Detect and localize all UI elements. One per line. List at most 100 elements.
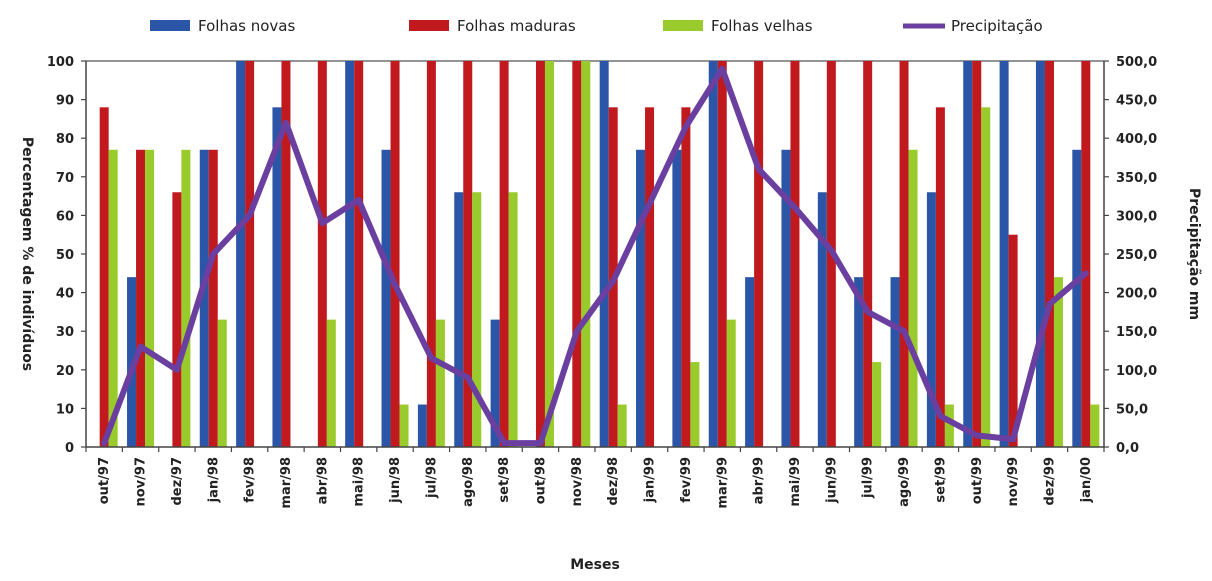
bar-folhas-novas-24 bbox=[963, 61, 972, 447]
bar-folhas-velhas-13 bbox=[581, 61, 590, 447]
y-tick-right-7: 350,0 bbox=[1116, 171, 1157, 186]
x-tick-25: nov/99 bbox=[1006, 457, 1021, 507]
x-tick-17: mar/99 bbox=[715, 457, 730, 509]
x-tick-7: mai/98 bbox=[352, 457, 367, 507]
y-tick-left-2: 20 bbox=[56, 364, 74, 379]
x-tick-15: jan/99 bbox=[643, 457, 658, 503]
bar-folhas-maduras-13 bbox=[572, 61, 581, 447]
x-tick-3: jan/98 bbox=[206, 457, 221, 503]
y-tick-right-10: 500,0 bbox=[1116, 55, 1157, 70]
x-tick-24: out/99 bbox=[970, 457, 985, 504]
x-tick-4: fev/98 bbox=[243, 457, 258, 503]
legend-swatch-folhas-novas bbox=[150, 20, 190, 31]
bar-folhas-velhas-8 bbox=[400, 405, 409, 447]
bar-folhas-novas-26 bbox=[1036, 61, 1045, 447]
bar-folhas-novas-16 bbox=[672, 150, 681, 447]
bar-folhas-maduras-17 bbox=[718, 61, 727, 447]
x-tick-8: jun/98 bbox=[388, 457, 403, 504]
bar-folhas-maduras-8 bbox=[391, 61, 400, 447]
bar-folhas-velhas-3 bbox=[218, 320, 227, 447]
x-tick-12: out/98 bbox=[533, 457, 548, 504]
y-tick-left-9: 90 bbox=[56, 94, 74, 109]
legend-label-folhas-novas: Folhas novas bbox=[198, 17, 295, 35]
legend-label-folhas-maduras: Folhas maduras bbox=[457, 17, 576, 35]
y-tick-right-2: 100,0 bbox=[1116, 364, 1157, 379]
bar-folhas-velhas-11 bbox=[509, 192, 518, 447]
y-tick-left-4: 40 bbox=[56, 287, 74, 302]
bar-folhas-velhas-9 bbox=[436, 320, 445, 447]
bar-folhas-velhas-1 bbox=[145, 150, 154, 447]
bar-folhas-novas-25 bbox=[1000, 61, 1009, 447]
bar-folhas-novas-14 bbox=[600, 61, 609, 447]
bar-folhas-maduras-4 bbox=[245, 61, 254, 447]
legend-label-folhas-velhas: Folhas velhas bbox=[711, 17, 813, 35]
y-tick-right-8: 400,0 bbox=[1116, 132, 1157, 147]
bar-folhas-maduras-18 bbox=[754, 61, 763, 447]
y-tick-right-0: 0,0 bbox=[1116, 441, 1139, 456]
bar-folhas-velhas-16 bbox=[690, 362, 699, 447]
x-tick-11: set/98 bbox=[497, 457, 512, 503]
bar-folhas-novas-15 bbox=[636, 150, 645, 447]
x-axis-title: Meses bbox=[570, 557, 620, 573]
y-tick-right-3: 150,0 bbox=[1116, 325, 1157, 340]
bar-folhas-velhas-2 bbox=[181, 150, 190, 447]
x-tick-18: abr/99 bbox=[752, 457, 767, 504]
y-tick-right-4: 200,0 bbox=[1116, 287, 1157, 302]
x-tick-26: dez/99 bbox=[1042, 457, 1057, 506]
x-tick-1: nov/97 bbox=[134, 457, 149, 507]
bar-folhas-novas-17 bbox=[709, 61, 718, 447]
legend-label-precipitao: Precipitação bbox=[951, 17, 1043, 35]
y-tick-left-10: 100 bbox=[47, 55, 74, 70]
x-tick-5: mar/98 bbox=[279, 457, 294, 509]
y-tick-right-9: 450,0 bbox=[1116, 94, 1157, 109]
x-tick-21: jul/99 bbox=[861, 457, 876, 499]
y-tick-left-3: 30 bbox=[56, 325, 74, 340]
bar-folhas-novas-22 bbox=[891, 277, 900, 447]
y-tick-left-8: 80 bbox=[56, 132, 74, 147]
bar-folhas-maduras-23 bbox=[936, 107, 945, 447]
y-tick-right-1: 50,0 bbox=[1116, 402, 1148, 417]
bar-folhas-maduras-25 bbox=[1009, 235, 1018, 447]
x-tick-13: nov/98 bbox=[570, 457, 585, 507]
bar-folhas-novas-9 bbox=[418, 405, 427, 447]
bar-folhas-velhas-24 bbox=[981, 107, 990, 447]
bar-folhas-maduras-9 bbox=[427, 61, 436, 447]
bar-folhas-novas-18 bbox=[745, 277, 754, 447]
bar-folhas-novas-7 bbox=[345, 61, 354, 447]
x-tick-20: jun/99 bbox=[824, 457, 839, 504]
bar-folhas-maduras-21 bbox=[863, 61, 872, 447]
legend-swatch-folhas-maduras bbox=[409, 20, 449, 31]
x-tick-10: ago/98 bbox=[461, 457, 476, 507]
bar-folhas-maduras-22 bbox=[900, 61, 909, 447]
bar-folhas-velhas-17 bbox=[727, 320, 736, 447]
x-tick-14: dez/98 bbox=[606, 457, 621, 506]
y-tick-left-5: 50 bbox=[56, 248, 74, 263]
bar-folhas-novas-27 bbox=[1072, 150, 1081, 447]
bar-folhas-maduras-5 bbox=[281, 61, 290, 447]
bar-folhas-velhas-14 bbox=[618, 405, 627, 447]
bar-folhas-velhas-12 bbox=[545, 61, 554, 447]
bar-folhas-maduras-2 bbox=[172, 192, 181, 447]
bar-folhas-novas-10 bbox=[454, 192, 463, 447]
bar-folhas-maduras-12 bbox=[536, 61, 545, 447]
bar-folhas-velhas-22 bbox=[909, 150, 918, 447]
x-tick-22: ago/99 bbox=[897, 457, 912, 507]
y-tick-left-0: 0 bbox=[65, 441, 74, 456]
bar-folhas-maduras-7 bbox=[354, 61, 363, 447]
bar-folhas-novas-4 bbox=[236, 61, 245, 447]
x-tick-23: set/99 bbox=[933, 457, 948, 503]
bar-folhas-novas-8 bbox=[382, 150, 391, 447]
x-tick-0: out/97 bbox=[97, 457, 112, 504]
x-tick-6: abr/98 bbox=[315, 457, 330, 504]
bar-folhas-maduras-6 bbox=[318, 61, 327, 447]
y-tick-left-6: 60 bbox=[56, 209, 74, 224]
y-tick-left-1: 10 bbox=[56, 402, 74, 417]
x-tick-19: mai/99 bbox=[788, 457, 803, 507]
y-tick-left-7: 70 bbox=[56, 171, 74, 186]
bar-folhas-maduras-16 bbox=[681, 107, 690, 447]
legend-swatch-folhas-velhas bbox=[663, 20, 703, 31]
bar-folhas-maduras-3 bbox=[209, 150, 218, 447]
bar-folhas-maduras-24 bbox=[972, 61, 981, 447]
